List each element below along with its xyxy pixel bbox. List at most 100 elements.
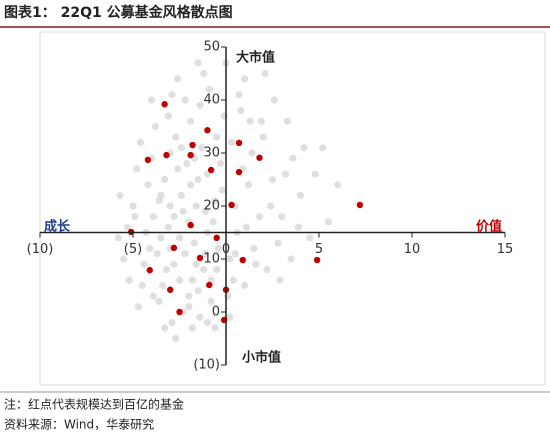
fund-point — [192, 260, 200, 268]
fund-point — [311, 170, 319, 178]
fund-point — [166, 202, 174, 210]
fund-point — [175, 234, 184, 242]
large-fund-point — [163, 151, 170, 159]
large-fund-point — [189, 141, 196, 149]
fund-point — [259, 133, 267, 141]
fund-point — [187, 181, 195, 189]
fund-point — [174, 75, 182, 83]
fund-point — [181, 96, 189, 104]
fund-point — [252, 260, 260, 268]
x-tick-label: 10 — [404, 242, 421, 257]
large-fund-point — [176, 308, 183, 316]
fund-point — [161, 324, 169, 332]
large-fund-point — [239, 256, 246, 264]
fund-point — [244, 181, 252, 189]
fund-point — [148, 96, 156, 104]
large-fund-point — [256, 154, 263, 161]
annotation-left: 成长 — [44, 219, 71, 235]
fund-point — [136, 138, 145, 146]
fund-point — [218, 186, 226, 194]
large-fund-point — [235, 139, 243, 147]
y-tick-label: 30 — [203, 146, 220, 161]
fund-point — [289, 154, 297, 162]
fund-point — [168, 319, 176, 327]
annotation-top: 大市值 — [236, 50, 275, 66]
fund-point — [270, 96, 278, 104]
fund-point — [213, 266, 221, 274]
fund-point — [257, 117, 265, 125]
large-fund-point — [313, 256, 321, 264]
large-fund-point — [187, 221, 194, 229]
large-fund-point — [235, 168, 243, 176]
fund-point — [175, 276, 184, 284]
large-fund-point — [144, 156, 152, 164]
fund-point — [201, 207, 210, 215]
fund-point — [207, 297, 215, 305]
x-tick-label: 15 — [497, 242, 514, 257]
fund-point — [283, 117, 291, 125]
fund-point — [324, 218, 332, 226]
large-fund-point — [196, 254, 204, 262]
fund-point — [172, 133, 180, 141]
fund-point — [294, 223, 303, 231]
fund-point — [246, 117, 254, 125]
fund-point — [248, 149, 256, 157]
fund-point — [138, 281, 146, 290]
fund-point — [255, 213, 264, 221]
fund-point — [196, 101, 204, 109]
fund-point — [164, 223, 172, 231]
fund-point — [181, 250, 189, 258]
y-tick-label: 20 — [203, 199, 220, 214]
fund-point — [125, 276, 133, 284]
x-tick-label: 0 — [222, 242, 230, 257]
fund-point — [319, 144, 327, 152]
y-tick-label: 40 — [203, 93, 220, 108]
fund-point — [231, 250, 239, 258]
fund-point — [133, 165, 141, 173]
fund-point — [261, 69, 269, 78]
fund-point — [241, 281, 249, 290]
chart-title: 图表1： 22Q1 公募基金风格散点图 — [4, 4, 233, 21]
fund-point — [194, 59, 202, 67]
fund-point — [278, 213, 286, 221]
large-fund-point — [167, 286, 174, 293]
fund-point — [213, 133, 221, 141]
large-fund-point — [146, 266, 153, 274]
fund-point — [185, 303, 193, 311]
fund-point — [211, 324, 219, 332]
fund-point — [274, 239, 282, 247]
fund-point — [129, 202, 137, 210]
fund-point — [242, 223, 251, 231]
fund-point — [209, 218, 217, 226]
fund-point — [226, 313, 234, 321]
fund-point — [216, 160, 225, 168]
fund-point — [276, 276, 284, 284]
fund-point — [114, 234, 122, 242]
fund-point — [198, 144, 206, 152]
fund-point — [170, 260, 178, 268]
fund-point — [300, 144, 308, 152]
points — [114, 59, 364, 343]
fund-point — [120, 255, 128, 263]
large-fund-point — [187, 151, 194, 159]
fund-point — [281, 170, 290, 178]
fund-point — [183, 160, 191, 168]
fund-point — [140, 260, 148, 268]
fund-point — [151, 122, 159, 131]
fund-point — [250, 244, 258, 252]
fund-point — [131, 213, 139, 221]
large-fund-point — [207, 166, 215, 174]
y-tick-label: 50 — [203, 40, 220, 55]
fund-point — [205, 85, 213, 93]
footnote: 注：红点代表规模达到百亿的基金 — [4, 397, 184, 412]
fund-point — [268, 175, 277, 184]
fund-point — [157, 234, 165, 242]
fund-point — [263, 266, 271, 274]
x-tick-label: 5 — [315, 242, 323, 257]
fund-point — [155, 197, 163, 205]
fund-point — [146, 244, 154, 252]
fund-point — [161, 175, 169, 184]
fund-point — [188, 324, 197, 332]
large-fund-point — [206, 281, 213, 289]
